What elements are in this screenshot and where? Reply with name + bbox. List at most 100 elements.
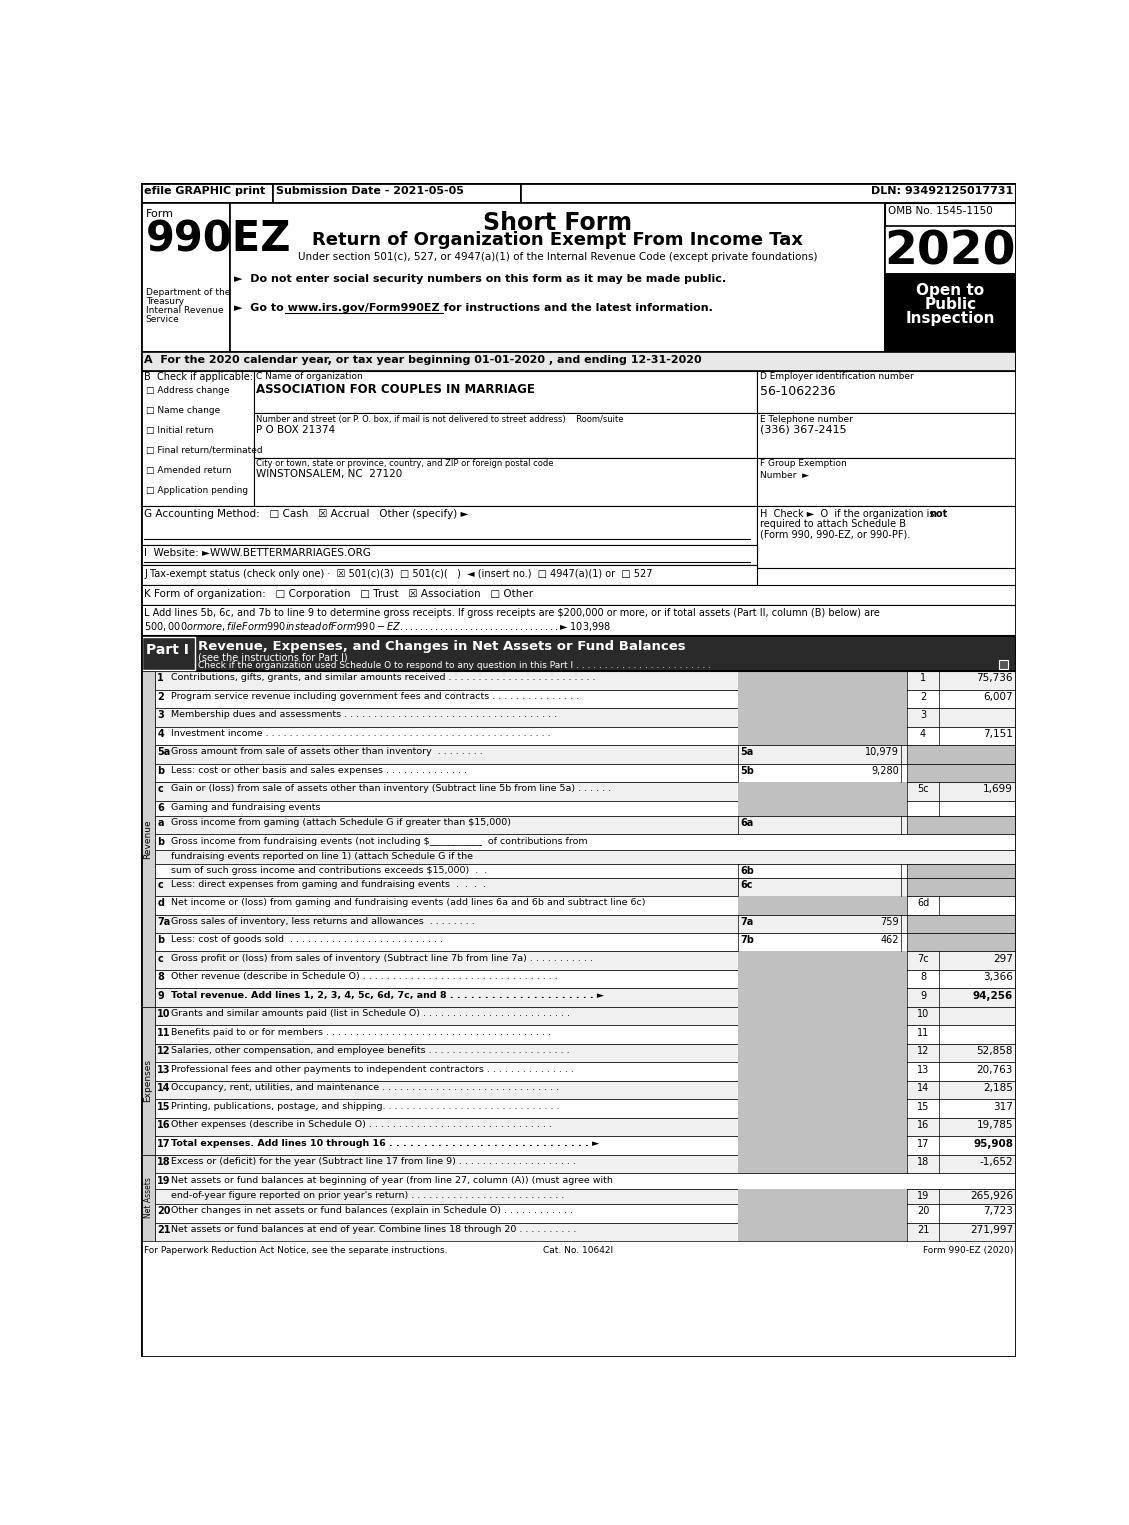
Text: 759: 759 xyxy=(881,917,899,927)
Text: 10: 10 xyxy=(157,1010,170,1019)
Text: Net Assets: Net Assets xyxy=(143,1177,152,1218)
Text: 75,736: 75,736 xyxy=(977,674,1013,683)
Bar xyxy=(738,689,907,708)
Bar xyxy=(907,933,1016,952)
Bar xyxy=(141,564,758,586)
Bar xyxy=(738,671,907,689)
Text: b: b xyxy=(157,766,165,776)
Text: Gross amount from sale of assets other than inventory  . . . . . . . .: Gross amount from sale of assets other t… xyxy=(170,747,482,756)
Bar xyxy=(254,371,758,413)
Text: Salaries, other compensation, and employee benefits . . . . . . . . . . . . . . : Salaries, other compensation, and employ… xyxy=(170,1046,569,1055)
Text: 21: 21 xyxy=(157,1225,170,1235)
Text: Inspection: Inspection xyxy=(905,311,995,326)
Text: Benefits paid to or for members . . . . . . . . . . . . . . . . . . . . . . . . : Benefits paid to or for members . . . . … xyxy=(170,1028,551,1037)
Bar xyxy=(230,203,885,352)
Text: Professional fees and other payments to independent contractors . . . . . . . . : Professional fees and other payments to … xyxy=(170,1064,574,1074)
Text: L Add lines 5b, 6c, and 7b to line 9 to determine gross receipts. If gross recei: L Add lines 5b, 6c, and 7b to line 9 to … xyxy=(145,608,881,618)
Text: Cat. No. 10642I: Cat. No. 10642I xyxy=(543,1246,613,1255)
Bar xyxy=(155,1173,1016,1188)
Bar xyxy=(155,1006,1016,1025)
Bar xyxy=(155,671,1016,689)
Text: 9: 9 xyxy=(157,991,164,1000)
Bar xyxy=(141,586,1016,605)
Text: 7b: 7b xyxy=(741,935,754,945)
Text: Part I: Part I xyxy=(146,644,189,657)
Text: 2: 2 xyxy=(920,692,926,702)
Text: 7,723: 7,723 xyxy=(983,1206,1013,1217)
Bar xyxy=(738,1205,907,1223)
Text: Occupancy, rent, utilities, and maintenance . . . . . . . . . . . . . . . . . . : Occupancy, rent, utilities, and maintena… xyxy=(170,1083,559,1092)
Text: Net assets or fund balances at end of year. Combine lines 18 through 20 . . . . : Net assets or fund balances at end of ye… xyxy=(170,1225,576,1234)
Bar xyxy=(758,458,1016,506)
Text: Net income or (loss) from gaming and fundraising events (add lines 6a and 6b and: Net income or (loss) from gaming and fun… xyxy=(170,898,645,907)
Bar xyxy=(738,1118,907,1136)
Bar xyxy=(885,226,1016,274)
Text: □ Amended return: □ Amended return xyxy=(146,467,231,476)
Text: Treasury: Treasury xyxy=(146,297,184,307)
Bar xyxy=(738,970,907,988)
Text: Submission Date - 2021-05-05: Submission Date - 2021-05-05 xyxy=(275,186,464,197)
Text: ►  Go to www.irs.gov/Form990EZ for instructions and the latest information.: ► Go to www.irs.gov/Form990EZ for instru… xyxy=(234,303,714,313)
Bar xyxy=(254,413,758,458)
Text: 21: 21 xyxy=(917,1225,929,1235)
Bar xyxy=(738,988,907,1007)
Text: 12: 12 xyxy=(917,1046,929,1057)
Bar xyxy=(738,1025,907,1043)
Bar xyxy=(738,726,907,746)
Text: Department of the: Department of the xyxy=(146,288,230,297)
Bar xyxy=(155,1136,1016,1154)
Text: 317: 317 xyxy=(994,1101,1013,1112)
Text: WINSTONSALEM, NC  27120: WINSTONSALEM, NC 27120 xyxy=(256,470,402,479)
Text: Service: Service xyxy=(146,316,180,325)
Bar xyxy=(141,183,1016,203)
Text: 12: 12 xyxy=(157,1046,170,1057)
Text: 6d: 6d xyxy=(917,898,929,909)
Bar xyxy=(885,203,1016,352)
Bar xyxy=(907,915,1016,933)
Bar xyxy=(738,1136,907,1154)
Text: 13: 13 xyxy=(157,1064,170,1075)
Text: c: c xyxy=(157,784,164,795)
Bar xyxy=(155,708,1016,726)
Bar xyxy=(758,506,1016,567)
Text: 20,763: 20,763 xyxy=(977,1064,1013,1075)
Bar xyxy=(141,544,758,564)
Bar xyxy=(155,801,1016,816)
Text: Grants and similar amounts paid (list in Schedule O) . . . . . . . . . . . . . .: Grants and similar amounts paid (list in… xyxy=(170,1010,569,1019)
Text: 19: 19 xyxy=(157,1176,170,1185)
Text: 5a: 5a xyxy=(741,747,753,758)
Text: For Paperwork Reduction Act Notice, see the separate instructions.: For Paperwork Reduction Act Notice, see … xyxy=(145,1246,448,1255)
Bar xyxy=(907,764,1016,782)
Text: ►  Do not enter social security numbers on this form as it may be made public.: ► Do not enter social security numbers o… xyxy=(234,274,726,284)
Text: c: c xyxy=(157,953,164,964)
Text: 462: 462 xyxy=(881,935,899,945)
Text: □ Address change: □ Address change xyxy=(146,386,229,395)
Text: (see the instructions for Part I): (see the instructions for Part I) xyxy=(199,653,348,663)
Bar xyxy=(738,801,907,816)
Text: I  Website: ►WWW.BETTERMARRIAGES.ORG: I Website: ►WWW.BETTERMARRIAGES.ORG xyxy=(145,547,371,558)
Bar xyxy=(907,863,1016,877)
Bar xyxy=(155,1063,1016,1081)
Text: 5b: 5b xyxy=(741,766,754,776)
Text: 10,979: 10,979 xyxy=(865,747,899,758)
Text: 7a: 7a xyxy=(741,917,753,927)
Text: 990EZ: 990EZ xyxy=(146,218,291,261)
Text: Program service revenue including government fees and contracts . . . . . . . . : Program service revenue including govern… xyxy=(170,692,579,702)
Text: Internal Revenue: Internal Revenue xyxy=(146,307,224,316)
Text: Gaming and fundraising events: Gaming and fundraising events xyxy=(170,802,321,811)
Bar xyxy=(738,708,907,726)
Bar xyxy=(141,371,254,506)
Text: 11: 11 xyxy=(917,1028,929,1037)
Bar xyxy=(907,877,1016,897)
Bar xyxy=(141,352,1016,371)
Text: 1: 1 xyxy=(920,674,926,683)
Text: fundraising events reported on line 1) (attach Schedule G if the: fundraising events reported on line 1) (… xyxy=(170,852,473,862)
Text: Under section 501(c), 527, or 4947(a)(1) of the Internal Revenue Code (except pr: Under section 501(c), 527, or 4947(a)(1)… xyxy=(298,252,817,262)
Bar xyxy=(141,1154,155,1241)
Text: Less: cost or other basis and sales expenses . . . . . . . . . . . . . .: Less: cost or other basis and sales expe… xyxy=(170,766,466,775)
Bar xyxy=(141,636,1016,671)
Text: 19,785: 19,785 xyxy=(977,1119,1013,1130)
Text: 94,256: 94,256 xyxy=(973,991,1013,1000)
Text: -1,652: -1,652 xyxy=(979,1157,1013,1167)
Text: $500,000 or more, file Form 990 instead of Form 990-EZ . . . . . . . . . . . . .: $500,000 or more, file Form 990 instead … xyxy=(145,621,612,633)
